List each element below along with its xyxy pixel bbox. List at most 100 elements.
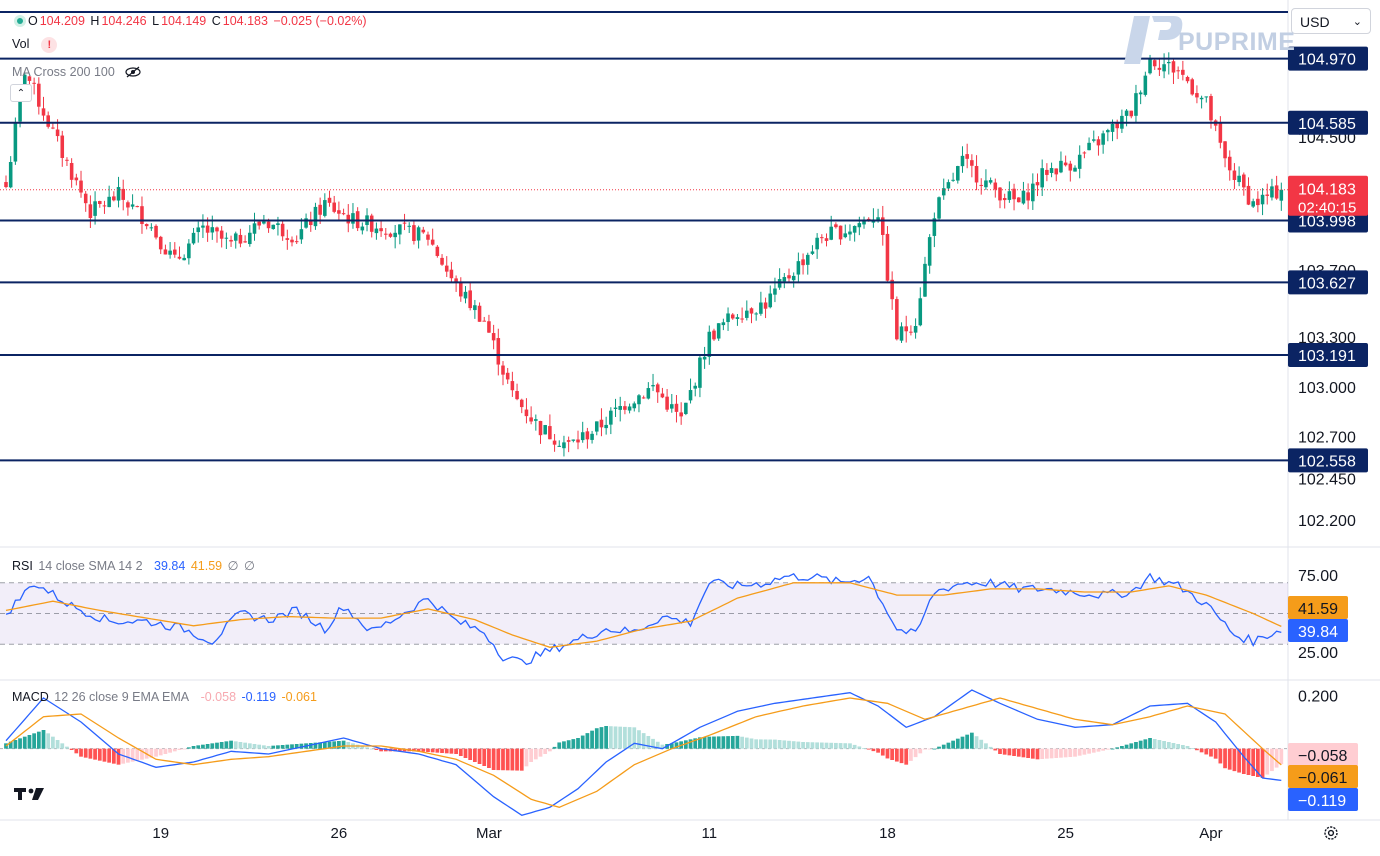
macd-histogram-bar (726, 736, 730, 749)
x-tick-label: 11 (702, 825, 718, 842)
macd-histogram-bar (1082, 748, 1087, 755)
candle-body (1148, 58, 1152, 74)
volume-legend[interactable]: Vol! (12, 37, 59, 53)
macd-histogram-bar (712, 736, 716, 749)
gear-icon[interactable] (1322, 824, 1340, 842)
candle-body (266, 221, 271, 229)
macd-histogram-bar (215, 742, 219, 749)
candle-body (1045, 169, 1049, 175)
currency-select[interactable]: USD ⌄ (1291, 8, 1371, 34)
candle-body (1063, 162, 1068, 166)
candle-body (402, 222, 407, 224)
macd-histogram-bar (674, 742, 679, 749)
candle-body (8, 162, 13, 188)
level-price-label: 103.191 (1298, 348, 1356, 365)
rsi-name: RSI (12, 559, 33, 573)
hidden-eye-icon[interactable] (124, 65, 142, 79)
macd-histogram-bar (1124, 744, 1129, 749)
macd-histogram-bar (154, 748, 158, 757)
macd-histogram-bar (1016, 748, 1021, 757)
macd-histogram-bar (79, 748, 83, 757)
macd-y-tick-label: 0.200 (1298, 688, 1338, 705)
macd-histogram-bar (1021, 748, 1026, 758)
macd-histogram-bar (627, 727, 632, 749)
macd-histogram-bar (580, 735, 585, 749)
macd-histogram-bar (482, 748, 487, 766)
macd-histogram-bar (1120, 746, 1124, 749)
candle-body (248, 232, 252, 245)
candle-body (285, 238, 290, 240)
macd-histogram-bar (637, 730, 641, 749)
macd-histogram-bar (655, 741, 660, 749)
level-price-tag (1288, 46, 1368, 71)
macd-histogram-bar (41, 730, 46, 749)
macd-histogram-bar (894, 748, 899, 762)
macd-histogram-bar (641, 733, 646, 749)
candle-body (880, 217, 885, 235)
candle-body (1152, 60, 1157, 67)
macd-histogram-bar (472, 748, 477, 762)
candle-body (374, 228, 379, 234)
candle-body (1143, 75, 1148, 95)
warning-icon[interactable]: ! (41, 37, 58, 53)
candle-body (782, 277, 787, 282)
macd-histogram-bar (1063, 748, 1068, 758)
tradingview-logo-icon[interactable] (14, 784, 48, 804)
candle-body (594, 421, 599, 432)
macd-histogram-bar (130, 748, 135, 762)
candle-body (501, 365, 505, 375)
high-label: H (90, 14, 100, 28)
x-tick-label: 25 (1057, 825, 1074, 842)
candle-body (32, 82, 36, 84)
candle-body (857, 223, 862, 228)
candle-body (97, 201, 102, 204)
level-price-tag (1288, 342, 1368, 367)
macd-histogram-bar (744, 737, 749, 749)
macd-histogram-bar (18, 738, 22, 749)
candle-body (1162, 64, 1166, 72)
macd-histogram-bar (787, 740, 791, 749)
macd-histogram-bar (140, 748, 144, 760)
macd-histogram-bar (1096, 748, 1101, 752)
candle-body (899, 326, 904, 341)
candle-body (1026, 192, 1030, 201)
candle-body (519, 399, 524, 408)
macd-histogram-bar (1012, 748, 1016, 756)
macd-histogram-group (4, 726, 1284, 778)
macd-histogram-bar (1148, 738, 1152, 749)
macd-histogram-bar (1171, 743, 1176, 749)
candle-body (219, 230, 224, 239)
macd-histogram-bar (22, 736, 27, 749)
macd-histogram-bar (416, 748, 421, 752)
candle-body (730, 314, 735, 319)
collapse-legend-button[interactable]: ⌃ (10, 84, 32, 102)
macd-histogram-bar (651, 738, 655, 749)
candle-body (618, 406, 622, 410)
macd-histogram-bar (1166, 742, 1171, 749)
candle-body (862, 219, 866, 225)
candle-body (1190, 79, 1195, 95)
candle-body (1256, 198, 1260, 206)
candle-body (304, 218, 308, 228)
macd-histogram-bar (126, 748, 130, 763)
macd-histogram-bar (74, 748, 79, 754)
macd-value-tag (1288, 788, 1358, 811)
macd-histogram-bar (909, 748, 913, 761)
macd-histogram-bar (519, 748, 524, 771)
candle-body (941, 188, 946, 196)
macd-histogram-bar (543, 748, 548, 754)
ma-cross-legend[interactable]: MA Cross 200 100 (12, 62, 142, 79)
macd-histogram-bar (735, 735, 740, 749)
candle-body (693, 385, 698, 389)
candle-body (623, 406, 627, 410)
rsi-sma-tag (1288, 596, 1348, 619)
candle-body (477, 305, 482, 322)
candle-body (1073, 167, 1077, 172)
macd-histogram-bar (683, 740, 688, 749)
macd-histogram-bar (1002, 748, 1007, 755)
macd-histogram-bar (210, 743, 215, 749)
candle-body (726, 313, 730, 323)
candle-body (1265, 194, 1270, 196)
candle-body (688, 390, 693, 401)
